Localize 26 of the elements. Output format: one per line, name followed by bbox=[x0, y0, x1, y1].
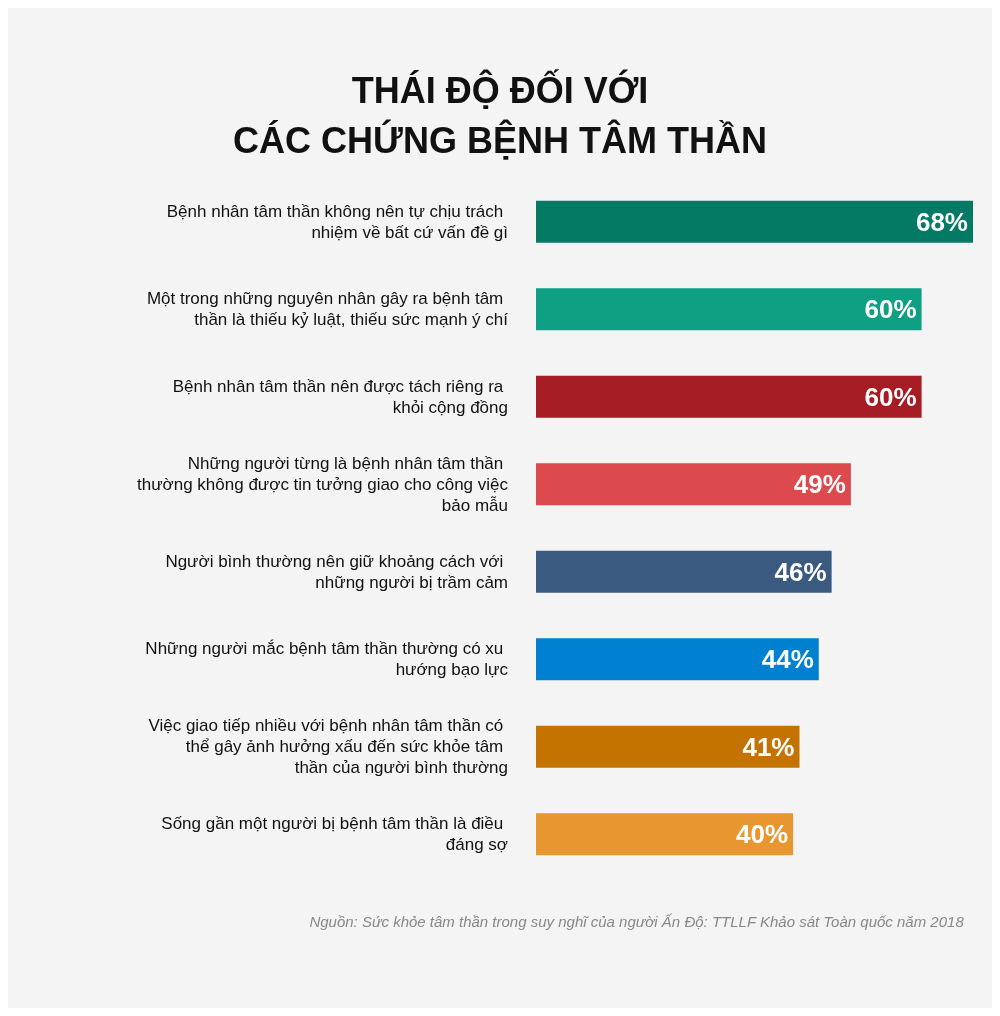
bar bbox=[536, 463, 851, 506]
data-label: 46% bbox=[774, 556, 827, 587]
data-label: 41% bbox=[742, 731, 795, 762]
bar bbox=[536, 288, 922, 331]
y-tick-label: Người bình thường nên giữ khoảng cách với những người bị trầm cảm bbox=[165, 551, 508, 592]
data-label: 60% bbox=[864, 294, 917, 325]
data-label: 44% bbox=[761, 644, 814, 675]
bar bbox=[536, 813, 794, 856]
y-tick-label: Việc giao tiếp nhiều với bệnh nhân tâm thần có thể gây ảnh hưởng xấu đến sức khỏe tâm thần của người bình thường bbox=[148, 716, 508, 778]
text: Nguồn: Sức khỏe tâm thần trong suy nghĩ của người Ấn Độ: TTLLF Khảo sát Toàn quốc năm 2018 bbox=[309, 913, 965, 930]
y-tick-label: Những người từng là bệnh nhân tâm thần thường không được tin tưởng giao cho công việc bảo mẫu bbox=[137, 453, 509, 515]
chart-title: THÁI ĐỘ ĐỐI VỚI CÁC CHỨNG BỆNH TÂM THẦN bbox=[233, 68, 767, 161]
y-tick-label: Bệnh nhân tâm thần không nên tự chịu trách nhiệm về bất cứ vấn đề gì bbox=[166, 201, 508, 242]
y-tick-label: Bệnh nhân tâm thần nên được tách riêng ra khỏi cộng đồng bbox=[172, 376, 508, 417]
data-label: 49% bbox=[793, 469, 846, 500]
y-tick-label: Những người mắc bệnh tâm thần thường có xu hướng bạo lực bbox=[145, 639, 509, 680]
bar bbox=[536, 200, 973, 243]
data-label: 40% bbox=[736, 819, 789, 850]
bar bbox=[536, 725, 800, 768]
bar bbox=[536, 550, 832, 593]
bar bbox=[536, 375, 922, 418]
y-tick-label: Sống gần một người bị bệnh tâm thần là điều đáng sợ bbox=[161, 814, 508, 855]
bar bbox=[536, 638, 819, 681]
data-label: 68% bbox=[915, 206, 968, 237]
data-label: 60% bbox=[864, 381, 917, 412]
y-tick-label: Một trong những nguyên nhân gây ra bệnh tâm thần là thiếu kỷ luật, thiếu sức mạnh ý chí bbox=[146, 289, 509, 330]
